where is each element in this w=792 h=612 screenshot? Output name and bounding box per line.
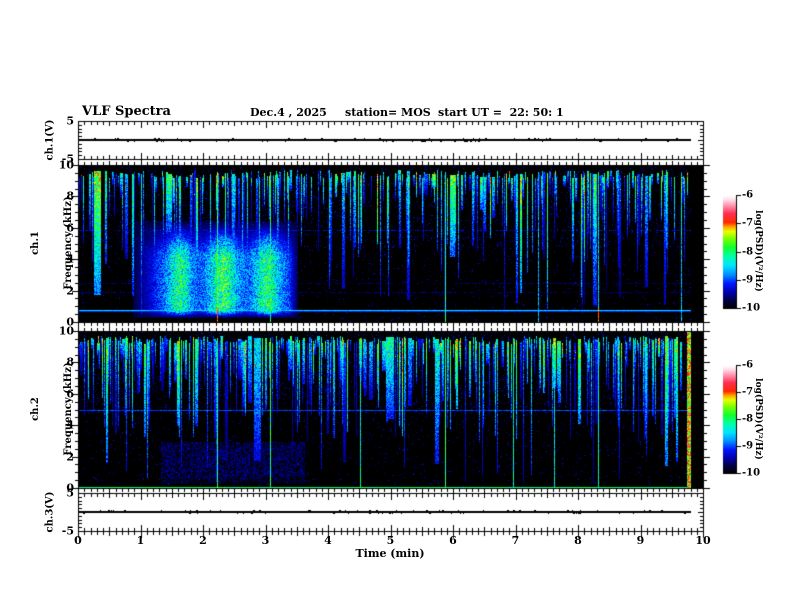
y-axis-tick-label: 10 <box>58 324 74 338</box>
y-axis-tick-label: 4 <box>66 252 74 266</box>
ch1-voltage-axis-label: ch.1(V) <box>44 119 56 161</box>
ch2-frequency-axis-label-line2: Frequency (kHz) <box>63 362 74 456</box>
y-axis-tick-label: 6 <box>66 387 74 401</box>
header-station: station= MOS <box>345 106 431 119</box>
colorbar1-unit-label: log(PSD)(V²/Hz) <box>753 210 763 292</box>
x-axis-tick-label: 0 <box>74 534 82 547</box>
colorbar2-unit-label: log(PSD)(V²/Hz) <box>753 378 763 460</box>
colorbar-tick-label: -9 <box>742 440 754 452</box>
page-title: VLF Spectra <box>82 104 171 119</box>
colorbar-tick-label: -6 <box>742 359 754 371</box>
y-axis-tick-label: 5 <box>66 114 74 128</box>
y-axis-tick-label: 4 <box>66 418 74 432</box>
colorbar-tick-label: -7 <box>742 386 754 398</box>
x-axis-tick-label: 10 <box>695 534 711 547</box>
y-axis-tick-label: -5 <box>61 152 74 166</box>
y-axis-tick-label: 8 <box>66 355 74 369</box>
x-axis-tick-label: 6 <box>449 534 457 547</box>
x-axis-tick-label: 7 <box>511 534 520 547</box>
header-start-ut: start UT = 22: 50: 1 <box>438 106 564 119</box>
x-axis-tick-label: 8 <box>574 534 582 547</box>
colorbar-tick-label: -10 <box>742 467 761 479</box>
x-axis-tick-label: 3 <box>261 534 270 547</box>
y-axis-tick-label: -5 <box>61 524 74 538</box>
y-axis-tick-label: 10 <box>58 158 74 172</box>
colorbar-tick-label: -8 <box>742 413 754 425</box>
y-axis-tick-label: 6 <box>66 221 74 235</box>
y-axis-tick-label: 0 <box>66 315 74 329</box>
y-axis-tick-label: 8 <box>66 189 74 203</box>
x-axis-tick-label: 9 <box>636 534 645 547</box>
x-axis-tick-label: 5 <box>386 534 395 547</box>
colorbar-tick-label: -7 <box>742 217 754 229</box>
y-axis-tick-label: 0 <box>66 481 74 495</box>
ch2-frequency-axis-label: ch.2 Frequency (kHz) <box>8 362 96 455</box>
colorbar-tick-label: -10 <box>742 302 761 314</box>
y-axis-tick-label: 2 <box>66 284 74 298</box>
x-axis-tick-label: 1 <box>136 534 145 547</box>
ch1-frequency-axis-label-line1: ch.1 <box>30 231 41 255</box>
ch3-voltage-axis-label: ch.3(V) <box>44 491 56 533</box>
x-axis-tick-label: 4 <box>324 534 332 547</box>
y-axis-tick-label: 5 <box>66 486 74 500</box>
header-date: Dec.4 , 2025 <box>250 106 327 119</box>
ch1-frequency-axis-label: ch.1 Frequency (kHz) <box>8 196 96 289</box>
x-axis-tick-label: 2 <box>199 534 207 547</box>
colorbar-tick-label: -8 <box>742 246 754 257</box>
colorbar-tick-label: -6 <box>742 189 754 201</box>
ch1-frequency-axis-label-line2: Frequency (kHz) <box>63 196 74 290</box>
colorbar-tick-label: -9 <box>742 274 754 286</box>
ch2-frequency-axis-label-line1: ch.2 <box>30 397 41 421</box>
y-axis-tick-label: 2 <box>66 450 74 464</box>
x-axis-label: Time (min) <box>355 547 425 560</box>
